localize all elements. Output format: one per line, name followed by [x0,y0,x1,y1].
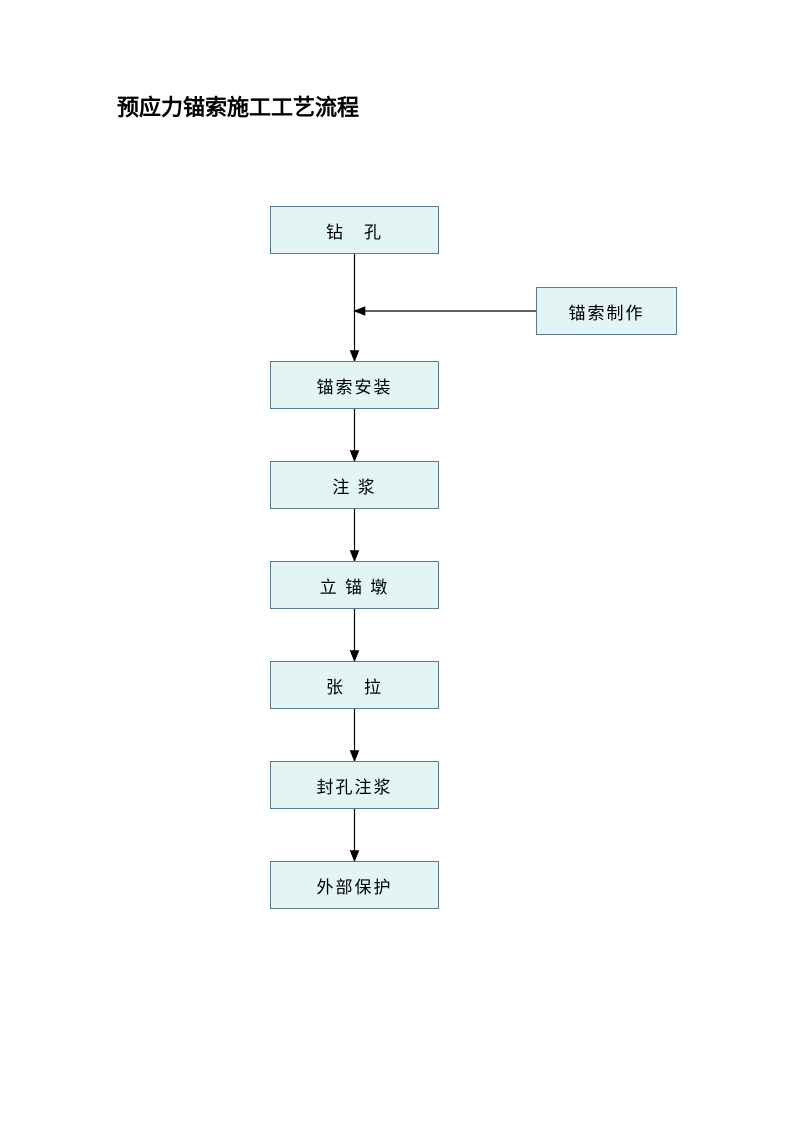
flowchart-node-n5: 立 锚 墩 [270,561,439,609]
flowchart-node-n8: 外部保护 [270,861,439,909]
flowchart-node-n1: 钻 孔 [270,206,439,254]
flowchart-node-n7: 封孔注浆 [270,761,439,809]
flowchart-node-n4: 注 浆 [270,461,439,509]
flowchart-node-n2: 锚索制作 [536,287,677,335]
flowchart-container: 钻 孔锚索制作锚索安装注 浆立 锚 墩张 拉封孔注浆外部保护 [0,0,800,1132]
flowchart-node-n3: 锚索安装 [270,361,439,409]
flowchart-node-n6: 张 拉 [270,661,439,709]
